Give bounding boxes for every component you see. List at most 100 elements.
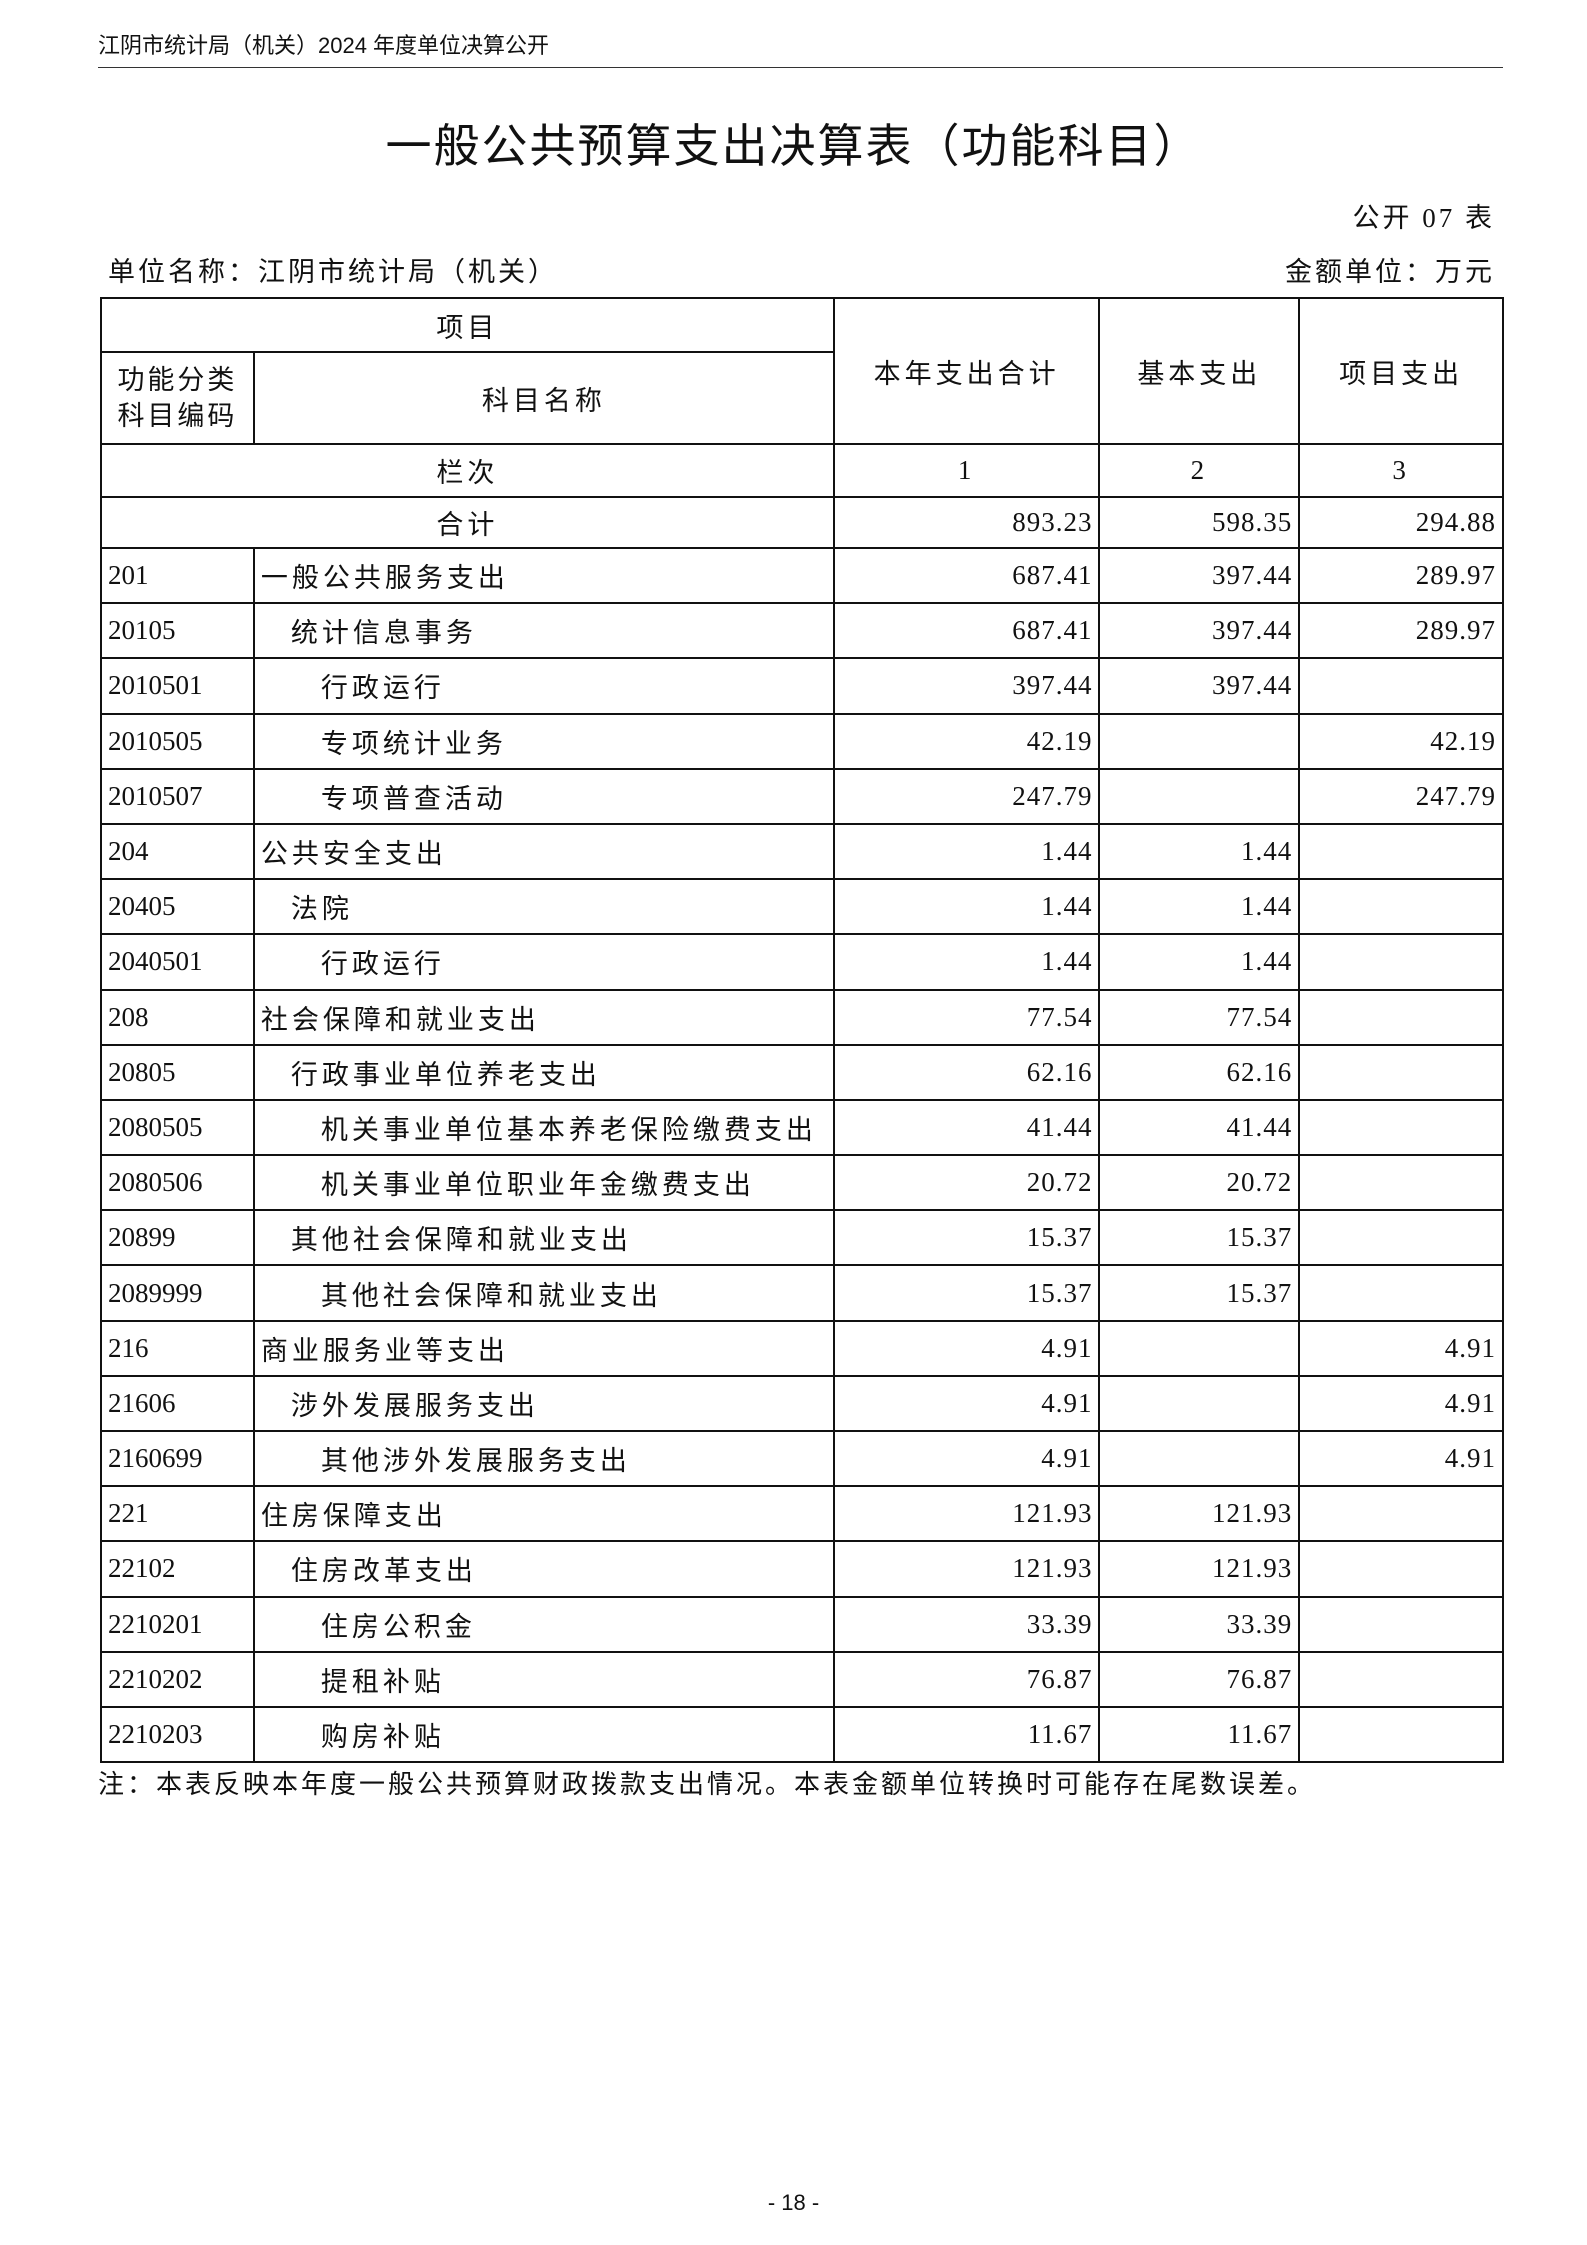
table-row: 2089999 其他社会保障和就业支出 15.37 15.37	[100, 1264, 1504, 1322]
row-project	[1298, 1264, 1504, 1322]
row-total: 121.93	[832, 1540, 1101, 1598]
row-code: 2080505	[100, 1098, 255, 1157]
page-header: 江阴市统计局（机关）2024 年度单位决算公开	[98, 33, 550, 58]
footnote: 注：本表反映本年度一般公共预算财政拨款支出情况。本表金额单位转换时可能存在尾数误…	[98, 1770, 1317, 1799]
row-basic: 397.44	[1098, 657, 1301, 715]
row-basic: 397.44	[1098, 546, 1301, 605]
row-name: 行政运行	[252, 933, 835, 991]
row-code: 2089999	[100, 1264, 255, 1322]
table-row: 2210203 购房补贴 11.67 11.67	[100, 1705, 1504, 1764]
row-code: 21606	[100, 1374, 255, 1433]
row-total: 247.79	[832, 767, 1101, 825]
row-name: 住房改革支出	[252, 1540, 835, 1598]
table-row: 2010505 专项统计业务 42.19 42.19	[100, 712, 1504, 770]
row-basic: 15.37	[1098, 1209, 1301, 1267]
row-total: 62.16	[832, 1043, 1101, 1101]
row-name: 机关事业单位基本养老保险缴费支出	[252, 1098, 835, 1157]
row-total: 77.54	[832, 988, 1101, 1046]
row-total: 42.19	[832, 712, 1101, 770]
row-name: 法院	[252, 878, 835, 936]
row-name: 行政事业单位养老支出	[252, 1043, 835, 1101]
row-basic: 41.44	[1098, 1098, 1301, 1157]
row-total: 4.91	[832, 1429, 1101, 1488]
row-project: 289.97	[1298, 546, 1504, 605]
row-total: 121.93	[832, 1485, 1101, 1543]
row-code: 2010501	[100, 657, 255, 715]
row-project	[1298, 822, 1504, 881]
table-number: 公开 07 表	[1352, 203, 1495, 233]
row-code: 216	[100, 1319, 255, 1377]
row-basic: 11.67	[1098, 1705, 1301, 1764]
row-basic	[1098, 767, 1301, 825]
row-code: 20805	[100, 1043, 255, 1101]
table-row: 20805 行政事业单位养老支出 62.16 62.16	[100, 1043, 1504, 1101]
table-row: 2210201 住房公积金 33.39 33.39	[100, 1595, 1504, 1653]
row-basic: 77.54	[1098, 988, 1301, 1046]
table-row: 2210202 提租补贴 76.87 76.87	[100, 1650, 1504, 1708]
row-basic: 397.44	[1098, 602, 1301, 660]
table-row: 22102 住房改革支出 121.93 121.93	[100, 1540, 1504, 1598]
row-code: 2160699	[100, 1429, 255, 1488]
row-project: 247.79	[1298, 767, 1504, 825]
row-code: 2210201	[100, 1595, 255, 1653]
row-basic	[1098, 1429, 1301, 1488]
row-project	[1298, 657, 1504, 715]
row-total: 4.91	[832, 1319, 1101, 1377]
row-total: 687.41	[832, 546, 1101, 605]
row-code: 2210203	[100, 1705, 255, 1764]
row-basic	[1098, 1319, 1301, 1377]
money-unit: 金额单位：万元	[1285, 257, 1495, 287]
seq-label: 栏次	[100, 443, 835, 498]
row-name: 一般公共服务支出	[252, 546, 835, 605]
row-project	[1298, 1043, 1504, 1101]
row-name: 公共安全支出	[252, 822, 835, 881]
row-project: 4.91	[1298, 1319, 1504, 1377]
row-name: 其他社会保障和就业支出	[252, 1209, 835, 1267]
row-name: 提租补贴	[252, 1650, 835, 1708]
row-code: 2210202	[100, 1650, 255, 1708]
table-row: 2080506 机关事业单位职业年金缴费支出 20.72 20.72	[100, 1154, 1504, 1212]
row-project	[1298, 988, 1504, 1046]
row-name: 社会保障和就业支出	[252, 988, 835, 1046]
header-total: 本年支出合计	[832, 297, 1101, 445]
row-code: 2080506	[100, 1154, 255, 1212]
table-row: 21606 涉外发展服务支出 4.91 4.91	[100, 1374, 1504, 1433]
table-row: 2160699 其他涉外发展服务支出 4.91 4.91	[100, 1429, 1504, 1488]
header-project: 项目支出	[1298, 297, 1504, 445]
row-total: 1.44	[832, 933, 1101, 991]
row-basic: 62.16	[1098, 1043, 1301, 1101]
row-name: 住房保障支出	[252, 1485, 835, 1543]
row-total: 687.41	[832, 602, 1101, 660]
row-basic: 1.44	[1098, 933, 1301, 991]
table-row: 2080505 机关事业单位基本养老保险缴费支出 41.44 41.44	[100, 1098, 1504, 1157]
row-name: 涉外发展服务支出	[252, 1374, 835, 1433]
header-item: 项目	[100, 297, 835, 353]
row-code: 20899	[100, 1209, 255, 1267]
page-title: 一般公共预算支出决算表（功能科目）	[385, 121, 1202, 172]
header-divider	[98, 67, 1503, 68]
table-row: 20899 其他社会保障和就业支出 15.37 15.37	[100, 1209, 1504, 1267]
row-basic: 1.44	[1098, 822, 1301, 881]
header-code: 功能分类科目编码	[100, 351, 255, 445]
row-name: 专项统计业务	[252, 712, 835, 770]
seq-2: 2	[1098, 443, 1301, 498]
row-project: 4.91	[1298, 1429, 1504, 1488]
row-name: 机关事业单位职业年金缴费支出	[252, 1154, 835, 1212]
row-project: 42.19	[1298, 712, 1504, 770]
row-total: 1.44	[832, 822, 1101, 881]
row-code: 208	[100, 988, 255, 1046]
row-project	[1298, 933, 1504, 991]
row-project	[1298, 1595, 1504, 1653]
table-row: 221 住房保障支出 121.93 121.93	[100, 1485, 1504, 1543]
row-code: 2010507	[100, 767, 255, 825]
row-project	[1298, 1098, 1504, 1157]
row-project	[1298, 1705, 1504, 1764]
row-project: 4.91	[1298, 1374, 1504, 1433]
seq-3: 3	[1298, 443, 1504, 498]
header-name: 科目名称	[252, 351, 835, 445]
row-project	[1298, 878, 1504, 936]
table-row: 201 一般公共服务支出 687.41 397.44 289.97	[100, 546, 1504, 605]
row-name: 行政运行	[252, 657, 835, 715]
row-name: 住房公积金	[252, 1595, 835, 1653]
row-basic: 1.44	[1098, 878, 1301, 936]
